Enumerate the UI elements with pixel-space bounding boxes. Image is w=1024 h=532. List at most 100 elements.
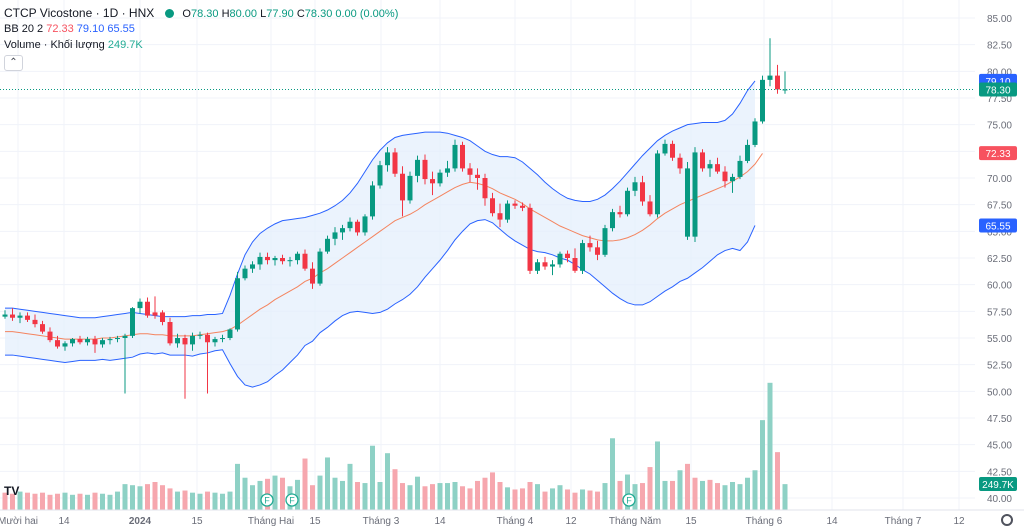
bb-lower-value: 65.55 xyxy=(107,23,135,35)
candle xyxy=(482,173,488,206)
candle-body xyxy=(445,168,450,173)
candle xyxy=(407,171,413,204)
candle xyxy=(250,261,255,273)
candle xyxy=(587,235,593,252)
candle-body xyxy=(782,89,788,91)
dividend-marker-letter: F xyxy=(626,496,632,506)
candle-body xyxy=(647,201,653,215)
symbol-title[interactable]: CTCP Vicostone · 1D · HNX xyxy=(4,6,155,20)
volume-bar xyxy=(700,480,705,510)
volume-bar xyxy=(47,494,53,510)
legend-bb-row[interactable]: BB 20 2 72.33 79.10 65.55 xyxy=(4,21,398,37)
candle-body xyxy=(550,264,555,267)
candle-body xyxy=(205,334,210,343)
candle-body xyxy=(535,262,540,271)
candle xyxy=(325,235,330,254)
candle xyxy=(145,297,150,318)
price-axis[interactable]: 85.0082.5080.0077.5075.0072.5070.0067.50… xyxy=(987,14,1012,505)
volume-bar xyxy=(602,483,608,510)
candle-body xyxy=(670,143,675,158)
volume-bar xyxy=(250,485,255,510)
candle xyxy=(437,169,443,187)
time-axis[interactable]: Mười hai 14 2024 15 Tháng Hai 15 Tháng 3 14 Thán… xyxy=(0,509,1024,527)
candle xyxy=(25,312,30,322)
candle-body xyxy=(197,334,203,336)
candle-body xyxy=(280,258,285,262)
candle xyxy=(535,259,540,274)
volume-bar xyxy=(100,493,105,510)
volume-bar xyxy=(115,491,120,510)
x-tick-label: 14 xyxy=(58,516,70,527)
dividend-marker-letter: F xyxy=(264,496,270,506)
candle-body xyxy=(625,190,630,215)
candle-body xyxy=(32,319,38,325)
candle-body xyxy=(257,256,263,265)
volume-bar xyxy=(745,477,750,510)
candle xyxy=(302,249,308,271)
low-value: 77.90 xyxy=(266,8,294,20)
candle-body xyxy=(527,207,533,271)
y-tick-label: 80.00 xyxy=(987,67,1012,78)
settings-gear-icon[interactable] xyxy=(1001,514,1013,526)
candle xyxy=(257,252,263,270)
y-tick-label: 47.50 xyxy=(987,414,1012,425)
volume-bar xyxy=(550,488,555,510)
candle-body xyxy=(77,339,83,343)
candle-body xyxy=(767,75,773,80)
volume-bar xyxy=(377,482,383,510)
volume-bar xyxy=(107,494,113,510)
volume-bar xyxy=(392,469,398,510)
candle xyxy=(497,203,503,228)
volume-bar xyxy=(220,493,225,510)
candle-body xyxy=(107,339,113,341)
candle xyxy=(287,256,293,267)
candle-body xyxy=(632,182,638,191)
volume-bar xyxy=(385,453,390,510)
candle-body xyxy=(407,175,413,201)
volume-bar xyxy=(355,482,360,510)
volume-bar xyxy=(760,420,765,510)
volume-bar xyxy=(617,480,623,510)
volume-bar xyxy=(527,482,533,510)
y-tick-label: 62.50 xyxy=(987,254,1012,265)
candle-body xyxy=(385,152,390,166)
volume-bar xyxy=(692,477,698,510)
candle-body xyxy=(160,312,165,322)
lower-band-price-label-bg xyxy=(979,218,1017,233)
volume-bar xyxy=(587,490,593,510)
candle xyxy=(542,256,548,270)
dividend-marker-icon: F xyxy=(260,493,274,507)
volume-bar xyxy=(32,493,38,510)
candle xyxy=(295,251,300,265)
candle-body xyxy=(295,253,300,261)
collapse-legend-button[interactable]: ⌃ xyxy=(4,55,23,71)
candle xyxy=(70,338,75,347)
volume-axis-label-text: 249.7K xyxy=(982,480,1014,491)
candle xyxy=(527,203,533,274)
y-tick-label: 60.00 xyxy=(987,281,1012,292)
candle xyxy=(490,192,495,217)
candle xyxy=(130,307,135,338)
tradingview-logo-icon[interactable]: TV xyxy=(4,484,20,498)
candle-body xyxy=(317,251,323,284)
bb-lower-line xyxy=(5,219,756,388)
volume-bar xyxy=(707,479,713,510)
candle xyxy=(10,308,15,321)
candle xyxy=(700,149,705,172)
candle xyxy=(377,160,383,189)
candle-body xyxy=(775,75,780,90)
volume-bar xyxy=(565,489,570,510)
candle xyxy=(220,334,225,343)
candle xyxy=(475,168,480,190)
candle xyxy=(550,260,555,276)
candle xyxy=(212,336,218,347)
legend-volume-row[interactable]: Volume · Khối lượng 249.7K xyxy=(4,37,398,53)
candle xyxy=(415,155,420,183)
candle-body xyxy=(715,164,720,172)
volume-bar xyxy=(715,483,720,510)
candle xyxy=(775,64,780,94)
candle-body xyxy=(722,171,728,182)
dividend-marker-icon: F xyxy=(622,493,636,507)
candle-body xyxy=(355,221,360,233)
